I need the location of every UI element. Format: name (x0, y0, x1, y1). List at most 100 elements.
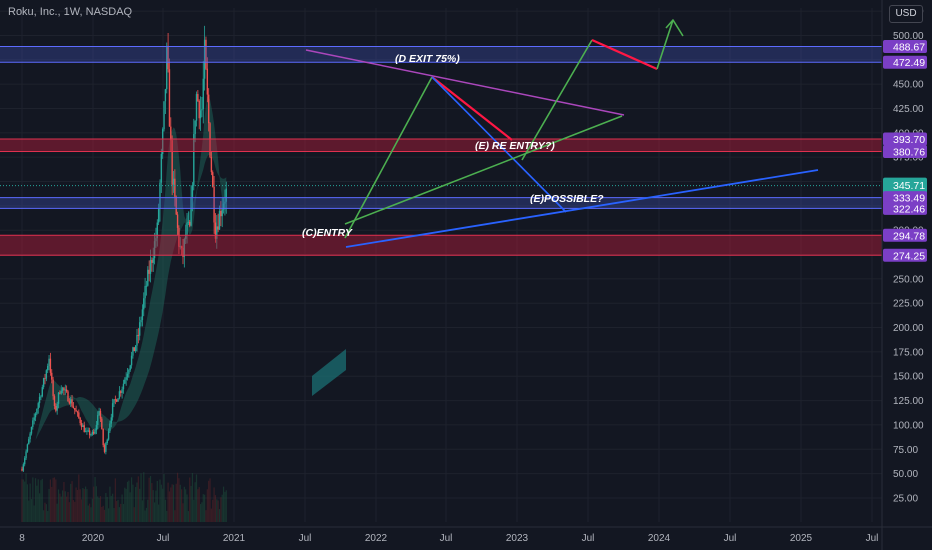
price-level-badge: 322.46 (883, 201, 927, 215)
purple-trendline (305, 49, 625, 116)
candle-body (24, 458, 26, 465)
volume-bar (29, 483, 31, 522)
candle-body (84, 431, 87, 433)
volume-bar (52, 477, 54, 522)
volume-bar (191, 472, 194, 522)
price-level-value: 472.49 (893, 57, 925, 69)
candle-body (203, 39, 206, 79)
candle-body (111, 403, 114, 418)
volume-bar (43, 510, 45, 522)
candle-body (197, 94, 199, 101)
volume-bar (113, 508, 115, 522)
annotation-label: (E) RE ENTRY?) (475, 140, 555, 152)
currency-button[interactable]: USD (889, 5, 923, 23)
ma-ribbon (22, 96, 227, 471)
volume-bar (116, 501, 118, 522)
price-level-badge: 472.49 (883, 55, 927, 69)
trend-drawings (305, 19, 819, 248)
price-level-value: 488.67 (893, 41, 925, 53)
candle-body (51, 372, 53, 380)
time-axis[interactable]: 8 2020 Jul 2021 Jul 2022 Jul 2023 Jul 2024 Jul 2025… (0, 526, 932, 544)
volume-bar (68, 502, 70, 522)
volume-bar (89, 503, 91, 522)
volume-bar (107, 508, 110, 522)
volume-bar (210, 508, 212, 522)
chart-title: Roku, Inc., 1W, NASDAQ (8, 6, 133, 18)
volume-bar (122, 504, 125, 522)
candle-body (49, 358, 52, 373)
volume-bar (44, 502, 46, 522)
volume-bar (206, 489, 208, 522)
volume-bar (34, 478, 37, 522)
volume-bar (94, 477, 96, 522)
price-level-bg (883, 201, 927, 215)
candle-body (152, 258, 154, 263)
price-level-bg (883, 132, 927, 146)
annotation-label: (D EXIT 75%) (395, 53, 460, 65)
volume-bar (87, 505, 89, 522)
volume-bar (176, 472, 179, 522)
volume-bar (132, 484, 134, 522)
annotation-label: (C)ENTRY (302, 227, 353, 239)
volume-bar (101, 506, 103, 522)
candle-body (53, 396, 56, 407)
candle-body (149, 259, 152, 274)
y-tick-label: 150.00 (893, 372, 924, 383)
green-arrowhead (665, 19, 684, 37)
candle-body (216, 226, 218, 239)
volume-bar (145, 507, 148, 522)
volume-bar (53, 477, 56, 522)
volume-bar (178, 478, 180, 522)
volume-bar (26, 484, 29, 522)
volume-bar (25, 473, 27, 522)
volume-bar (82, 487, 84, 522)
volume-bar (171, 484, 173, 522)
candle-body (202, 78, 204, 110)
volume-bar (118, 507, 120, 522)
candle-body (178, 227, 180, 247)
volume-bar (103, 509, 106, 522)
price-level-badge: 333.49 (883, 191, 927, 205)
candle-body (110, 417, 112, 424)
red-path (431, 76, 513, 141)
x-tick-label: Jul (582, 533, 595, 544)
candle-body (109, 423, 111, 432)
volume-bar (216, 499, 218, 522)
volume-bar (202, 494, 204, 522)
candle-body (205, 39, 207, 69)
volume-bar (55, 479, 57, 522)
support-resistance-zones (0, 45, 882, 256)
candle-body (224, 201, 226, 204)
volume-bar (112, 493, 114, 522)
price-axis[interactable]: 25.00 50.00 75.00 100.00 125.00 150.00 175.00 2… (881, 0, 927, 550)
volume-bar (47, 511, 49, 522)
volume-bar (222, 486, 225, 522)
volume-bar (126, 481, 129, 522)
annotations: (D EXIT 75%) (E) RE ENTRY?) (E)POSSIBLE? (C… (302, 53, 604, 239)
price-level-badge: 380.76 (883, 145, 927, 159)
volume-bar (201, 502, 203, 522)
volume-bar (181, 489, 183, 522)
volume-bar (49, 479, 52, 522)
candle-body (198, 100, 200, 119)
price-level-badge: 488.67 (883, 39, 927, 53)
price-level-badge: 294.78 (883, 228, 927, 242)
volume-bar (156, 480, 158, 522)
candle-body (61, 387, 64, 391)
candle-body (115, 399, 118, 402)
green-path (656, 19, 674, 70)
candle-body (33, 417, 35, 421)
volume-bar (36, 485, 38, 522)
y-tick-label: 100.00 (893, 420, 924, 431)
candle-body (105, 443, 107, 452)
moving-average-cloud (22, 96, 346, 471)
candle-body (117, 398, 119, 402)
volume-bar (185, 489, 187, 522)
volume-bar (175, 483, 177, 522)
candle-body (97, 415, 99, 426)
red-path (591, 38, 658, 71)
candle-body (106, 439, 108, 444)
x-tick-label: 2020 (82, 533, 105, 544)
candle-body (182, 247, 184, 257)
